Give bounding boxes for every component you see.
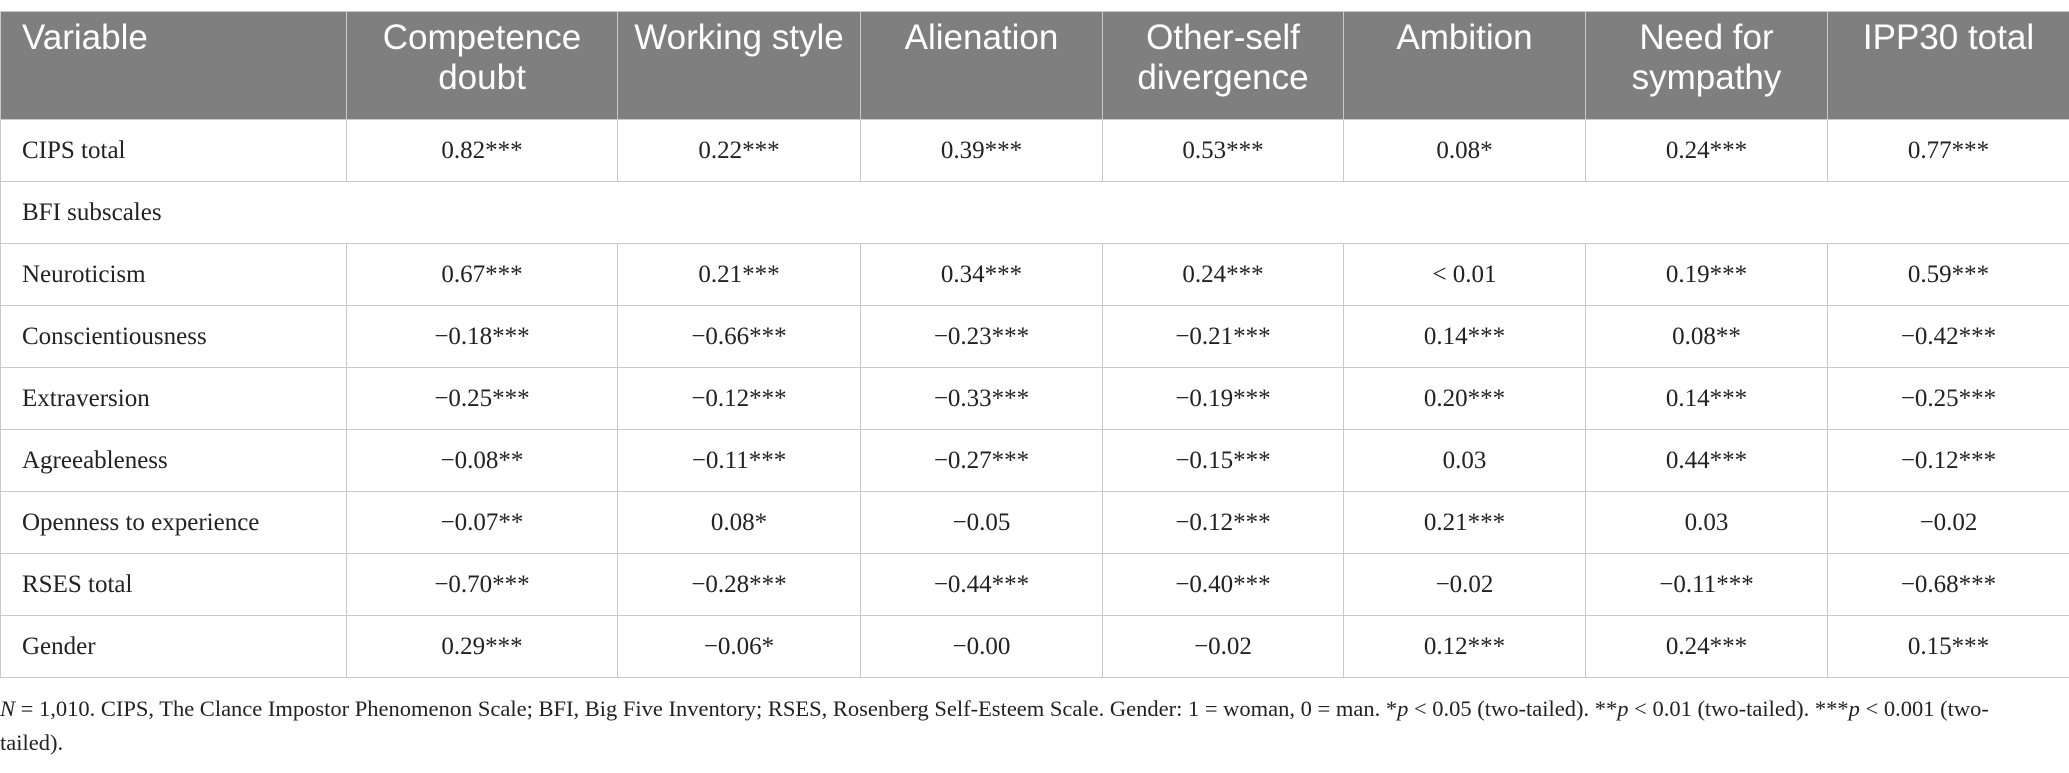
table-body: CIPS total 0.82*** 0.22*** 0.39*** 0.53*** 0.… (0, 119, 2069, 678)
table-cell: 0.24*** (1585, 119, 1828, 182)
table-cell: 0.03 (1343, 429, 1586, 492)
table-row: Neuroticism 0.67*** 0.21*** 0.34*** 0.24*** <… (0, 243, 2069, 306)
table-cell: 0.24*** (1102, 243, 1344, 306)
row-label: Extraversion (0, 367, 347, 430)
row-label: CIPS total (0, 119, 347, 182)
table-cell: 0.22*** (617, 119, 861, 182)
table-cell: −0.21*** (1102, 305, 1344, 368)
table-cell: −0.12*** (617, 367, 861, 430)
table-cell: −0.19*** (1102, 367, 1344, 430)
table-cell: −0.27*** (860, 429, 1103, 492)
table-cell: −0.44*** (860, 553, 1103, 616)
table-cell: 0.24*** (1585, 615, 1828, 678)
table-cell: −0.15*** (1102, 429, 1344, 492)
table-row: Conscientiousness −0.18*** −0.66*** −0.23**… (0, 305, 2069, 368)
table-cell: −0.40*** (1102, 553, 1344, 616)
column-header: Ambition (1343, 11, 1586, 120)
table-cell: 0.82*** (346, 119, 618, 182)
table-cell: −0.25*** (346, 367, 618, 430)
row-label: Openness to experience (0, 491, 347, 554)
table-cell: 0.19*** (1585, 243, 1828, 306)
header-row: Variable Competence doubt Working style Ali… (0, 11, 2069, 120)
table-cell: −0.28*** (617, 553, 861, 616)
table-cell: 0.44*** (1585, 429, 1828, 492)
table-row: Gender 0.29*** −0.06* −0.00 −0.02 0.12*** 0.24… (0, 615, 2069, 678)
table-cell: 0.21*** (1343, 491, 1586, 554)
column-header: IPP30 total (1827, 11, 2069, 120)
row-label: Conscientiousness (0, 305, 347, 368)
table-cell: −0.06* (617, 615, 861, 678)
column-header: Variable (0, 11, 347, 120)
table-row: Openness to experience −0.07** 0.08* −0.05−… (0, 491, 2069, 554)
footnote-text: = 1,010. CIPS, The Clance Impostor Pheno… (15, 696, 1398, 721)
table-cell: 0.34*** (860, 243, 1103, 306)
table-cell: 0.14*** (1585, 367, 1828, 430)
table-cell: 0.29*** (346, 615, 618, 678)
footnote-italic: p (1397, 696, 1409, 721)
page-body: Variable Competence doubt Working style Ali… (0, 11, 2069, 773)
row-label: Neuroticism (0, 243, 347, 306)
row-label: RSES total (0, 553, 347, 616)
table-cell: −0.02 (1827, 491, 2069, 554)
table-cell: 0.14*** (1343, 305, 1586, 368)
column-header: Alienation (860, 11, 1103, 120)
table-cell: −0.70*** (346, 553, 618, 616)
table-row: Extraversion −0.25*** −0.12*** −0.33*** −0.1… (0, 367, 2069, 430)
table-cell: −0.11*** (1585, 553, 1828, 616)
table-cell: −0.05 (860, 491, 1103, 554)
footnote-italic: p (1848, 696, 1860, 721)
table-cell: 0.67*** (346, 243, 618, 306)
footnote-text: < 0.05 (two-tailed). ** (1408, 696, 1618, 721)
table-cell: −0.42*** (1827, 305, 2069, 368)
row-label: Gender (0, 615, 347, 678)
table-cell: −0.23*** (860, 305, 1103, 368)
table-row: Agreeableness −0.08** −0.11*** −0.27*** −0.1… (0, 429, 2069, 492)
column-header: Working style (617, 11, 861, 120)
table-cell: −0.33*** (860, 367, 1103, 430)
table-cell: −0.02 (1102, 615, 1344, 678)
correlation-table: Variable Competence doubt Working style Ali… (0, 11, 2069, 678)
table-cell: −0.02 (1343, 553, 1586, 616)
footnote-text: < 0.01 (two-tailed). *** (1628, 696, 1849, 721)
table-cell: 0.08* (1343, 119, 1586, 182)
table-cell: 0.12*** (1343, 615, 1586, 678)
table-cell: < 0.01 (1343, 243, 1586, 306)
column-header: Competence doubt (346, 11, 618, 120)
table-cell: 0.03 (1585, 491, 1828, 554)
footnote-italic: N (0, 696, 16, 721)
table-cell: 0.21*** (617, 243, 861, 306)
table-cell: −0.00 (860, 615, 1103, 678)
footnote: N = 1,010. CIPS, The Clance Impostor Phe… (0, 692, 2040, 760)
table-cell: −0.66*** (617, 305, 861, 368)
table-cell: 0.08* (617, 491, 861, 554)
table-cell: −0.12*** (1827, 429, 2069, 492)
table-cell: −0.07** (346, 491, 618, 554)
table-cell: 0.39*** (860, 119, 1103, 182)
table-row: BFI subscales (0, 181, 2069, 244)
row-label: BFI subscales (0, 181, 2069, 244)
footnote-italic: p (1617, 696, 1629, 721)
table-cell: −0.18*** (346, 305, 618, 368)
row-label: Agreeableness (0, 429, 347, 492)
column-header: Need for sympathy (1585, 11, 1828, 120)
table-cell: −0.12*** (1102, 491, 1344, 554)
table-cell: 0.77*** (1827, 119, 2069, 182)
table-cell: −0.11*** (617, 429, 861, 492)
table-cell: 0.15*** (1827, 615, 2069, 678)
table-cell: 0.53*** (1102, 119, 1344, 182)
table-cell: −0.25*** (1827, 367, 2069, 430)
table-cell: 0.20*** (1343, 367, 1586, 430)
column-header: Other-self divergence (1102, 11, 1344, 120)
table-row: CIPS total 0.82*** 0.22*** 0.39*** 0.53*** 0.… (0, 119, 2069, 182)
footnote-text: < 0.001 (two-tailed). (0, 696, 1989, 755)
table-cell: 0.59*** (1827, 243, 2069, 306)
table-cell: −0.68*** (1827, 553, 2069, 616)
table-cell: 0.08** (1585, 305, 1828, 368)
table-cell: −0.08** (346, 429, 618, 492)
table-row: RSES total −0.70*** −0.28*** −0.44*** −0.40*… (0, 553, 2069, 616)
